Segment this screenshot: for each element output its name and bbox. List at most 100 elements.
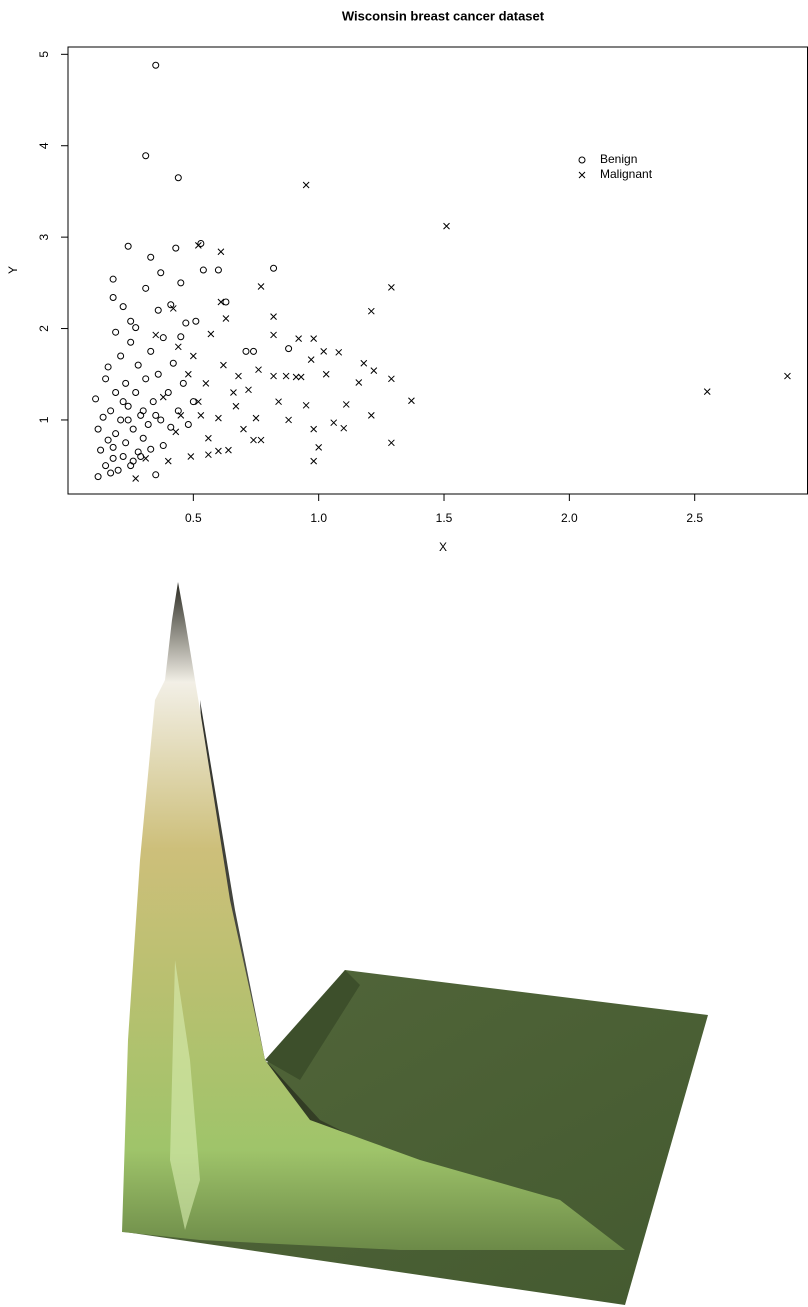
point [99, 413, 107, 421]
point [142, 152, 150, 160]
point [157, 416, 165, 424]
point [443, 222, 450, 230]
x-tick-label: 2.5 [686, 511, 703, 525]
point [205, 434, 212, 442]
point [217, 248, 225, 256]
point [142, 375, 150, 383]
point [240, 425, 247, 433]
x-tick-label: 2.0 [561, 511, 578, 525]
point [187, 453, 195, 460]
point [119, 453, 127, 461]
point [245, 386, 252, 394]
point [109, 454, 117, 462]
point [322, 370, 330, 378]
point [147, 445, 155, 453]
point [197, 412, 205, 419]
point [169, 305, 177, 312]
surface-ridge [265, 970, 360, 1080]
point [157, 269, 165, 277]
point [184, 421, 192, 429]
legend-marker [578, 156, 586, 164]
point [335, 348, 343, 356]
point [152, 61, 160, 69]
point [340, 424, 348, 432]
point [144, 421, 152, 429]
legend-label: Malignant [600, 167, 653, 181]
point [132, 324, 140, 332]
point [122, 379, 130, 387]
y-tick-label: 1 [37, 416, 51, 423]
point [355, 379, 363, 386]
point [112, 328, 120, 336]
point [97, 446, 105, 454]
point [310, 457, 318, 465]
legend-label: Benign [600, 152, 637, 166]
point [147, 347, 155, 355]
point [367, 412, 375, 419]
point [214, 266, 222, 274]
point [159, 334, 167, 342]
y-tick-label: 5 [37, 51, 51, 58]
point [310, 335, 318, 342]
point [784, 372, 791, 380]
point [107, 469, 115, 477]
point [215, 447, 222, 455]
point [104, 363, 112, 371]
point [222, 298, 230, 306]
point [182, 319, 190, 327]
point [94, 425, 102, 433]
point [388, 375, 395, 383]
point [225, 446, 232, 454]
point [257, 436, 265, 444]
point [139, 434, 147, 442]
point [167, 301, 175, 309]
point [129, 425, 137, 433]
point [119, 303, 127, 311]
point [302, 401, 310, 409]
point [302, 181, 310, 189]
point [102, 375, 110, 383]
point [285, 345, 293, 353]
point [285, 416, 292, 424]
point [169, 359, 177, 367]
point [159, 442, 167, 450]
point [164, 389, 172, 397]
point [112, 430, 120, 438]
point [172, 244, 180, 252]
x-axis-label: X [439, 540, 447, 554]
point [230, 389, 237, 396]
point [189, 398, 197, 406]
point [250, 436, 257, 444]
point [127, 317, 135, 325]
point [370, 367, 378, 374]
point [189, 352, 197, 360]
point [92, 395, 100, 403]
surface-highlight [170, 960, 200, 1230]
surface-plot [122, 582, 708, 1305]
point [388, 284, 395, 291]
point [132, 389, 140, 397]
point [270, 264, 278, 272]
point [174, 174, 182, 182]
point [154, 306, 162, 314]
point [179, 379, 187, 387]
point [102, 462, 110, 470]
point [199, 266, 207, 274]
point [367, 307, 375, 315]
point [109, 293, 117, 301]
point [109, 443, 117, 451]
point [360, 359, 368, 367]
point [297, 373, 305, 381]
point [104, 436, 112, 444]
point [164, 457, 172, 465]
point [282, 372, 290, 380]
point [242, 347, 250, 355]
point [94, 473, 102, 481]
point [152, 411, 160, 419]
x-tick-label: 0.5 [185, 511, 202, 525]
point [154, 370, 162, 378]
y-tick-label: 4 [37, 142, 51, 149]
point [132, 475, 140, 482]
point [124, 416, 132, 424]
y-tick-label: 3 [37, 233, 51, 240]
